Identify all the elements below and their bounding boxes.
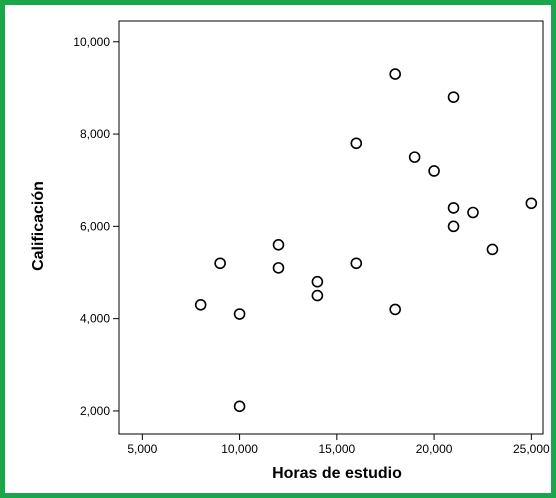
data-point — [233, 400, 246, 413]
data-point — [447, 91, 460, 103]
data-point — [389, 303, 401, 316]
y-tick-label: 4,000 — [80, 312, 110, 326]
data-points — [194, 68, 538, 413]
data-point — [272, 262, 285, 274]
x-tick-label: 20,000 — [416, 442, 453, 456]
data-point — [428, 165, 440, 177]
data-point — [272, 239, 285, 251]
y-tick-label: 2,000 — [80, 404, 110, 418]
y-tick-label: 8,000 — [80, 127, 110, 141]
data-point — [447, 202, 460, 214]
x-tick-label: 25,000 — [513, 442, 550, 456]
x-tick-label: 5,000 — [127, 442, 157, 456]
y-tick-label: 10,000 — [73, 35, 110, 49]
data-point — [350, 257, 363, 270]
data-point — [194, 298, 207, 311]
x-tick-label: 15,000 — [318, 442, 355, 456]
data-point — [389, 68, 401, 80]
data-point — [233, 308, 246, 320]
x-axis: 5,000 10,000 15,000 20,000 25,000 — [127, 434, 550, 456]
x-axis-title: Horas de estudio — [272, 465, 402, 482]
y-axis: 2,000 4,000 6,000 8,000 10,000 — [73, 35, 119, 418]
data-point — [214, 257, 226, 270]
y-axis-title: Calificación — [30, 181, 47, 271]
data-point — [350, 137, 363, 150]
data-point — [311, 275, 324, 288]
y-tick-label: 6,000 — [80, 219, 110, 233]
x-tick-label: 10,000 — [221, 442, 258, 456]
data-point — [525, 197, 538, 210]
data-point — [408, 151, 421, 163]
data-point — [311, 289, 324, 302]
data-point — [486, 243, 499, 256]
plot-area — [118, 20, 544, 435]
data-point — [467, 206, 479, 219]
data-point — [447, 220, 460, 233]
